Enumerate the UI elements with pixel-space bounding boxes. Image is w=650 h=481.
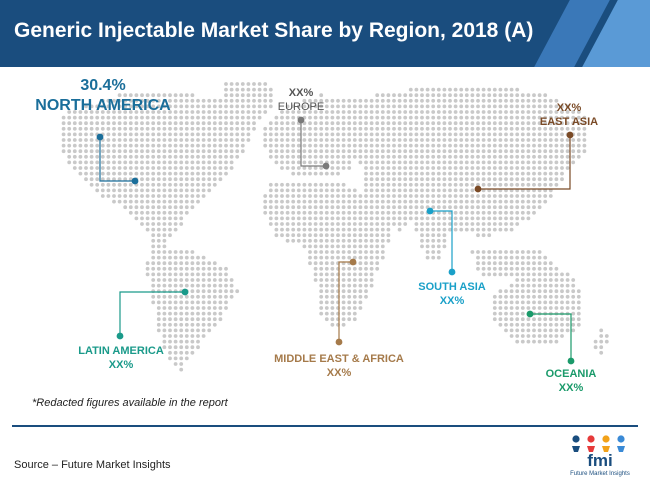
region-value: XX%: [288, 87, 314, 99]
region-label-middle-east-africa: MIDDLE EAST & AFRICA XX%: [266, 353, 412, 379]
leader-line-north-america: [99, 137, 135, 182]
leader-line-east-asia: [478, 135, 571, 190]
region-value: XX%: [556, 102, 582, 114]
leader-line-oceania: [530, 313, 572, 361]
region-value: XX%: [108, 359, 134, 371]
logo-letters: fmi: [587, 451, 613, 470]
page-title: Generic Injectable Market Share by Regio…: [14, 19, 534, 42]
marker-dot-oceania: [567, 357, 575, 365]
region-value: XX%: [558, 382, 584, 394]
region-name: LATIN AMERICA: [78, 345, 164, 357]
divider: [12, 425, 638, 427]
marker-dot-europe: [297, 116, 305, 124]
marker-dot-latin-america: [181, 288, 189, 296]
region-name: EUROPE: [277, 101, 325, 113]
marker-dot-mea: [335, 338, 343, 346]
region-label-latin-america: LATIN AMERICA XX%: [66, 345, 176, 371]
leader-line-south-asia: [430, 210, 453, 272]
marker-dot-south-asia: [426, 207, 434, 215]
region-value: XX%: [439, 295, 465, 307]
region-value: XX%: [326, 367, 352, 379]
marker-dot-north-america: [131, 177, 139, 185]
marker-dot-south-asia: [448, 268, 456, 276]
region-label-south-asia: SOUTH ASIA XX%: [412, 281, 492, 307]
region-label-oceania: OCEANIA XX%: [536, 368, 606, 394]
marker-dot-latin-america: [116, 332, 124, 340]
marker-dot-mea: [349, 258, 357, 266]
region-name: MIDDLE EAST & AFRICA: [274, 353, 404, 365]
world-dot-map: [61, 82, 609, 372]
marker-dot-oceania: [526, 310, 534, 318]
region-label-north-america: 30.4% NORTH AMERICA: [28, 77, 178, 115]
region-label-east-asia: XX% EAST ASIA: [530, 102, 608, 128]
header-banner: Generic Injectable Market Share by Regio…: [0, 0, 650, 67]
region-name: OCEANIA: [545, 368, 597, 380]
region-name: EAST ASIA: [539, 116, 599, 128]
land-dots: [61, 82, 609, 372]
fmi-logo: fmi Future Market Insights: [570, 435, 630, 477]
leader-line-mea: [338, 261, 353, 342]
region-label-europe: XX% EUROPE: [262, 87, 340, 113]
logo-icons: [572, 435, 625, 452]
region-name: SOUTH ASIA: [418, 281, 486, 293]
region-name: NORTH AMERICA: [35, 97, 171, 114]
logo-tagline: Future Market Insights: [570, 471, 630, 477]
source-text: Source – Future Market Insights: [14, 459, 171, 471]
marker-dot-east-asia: [566, 131, 574, 139]
marker-dot-east-asia: [474, 185, 482, 193]
redacted-note: *Redacted figures available in the repor…: [32, 397, 228, 409]
marker-dot-europe: [322, 162, 330, 170]
marker-dot-north-america: [96, 133, 104, 141]
leader-line-latin-america: [119, 291, 185, 336]
leader-line-europe: [300, 120, 326, 167]
region-value: 30.4%: [80, 77, 126, 94]
